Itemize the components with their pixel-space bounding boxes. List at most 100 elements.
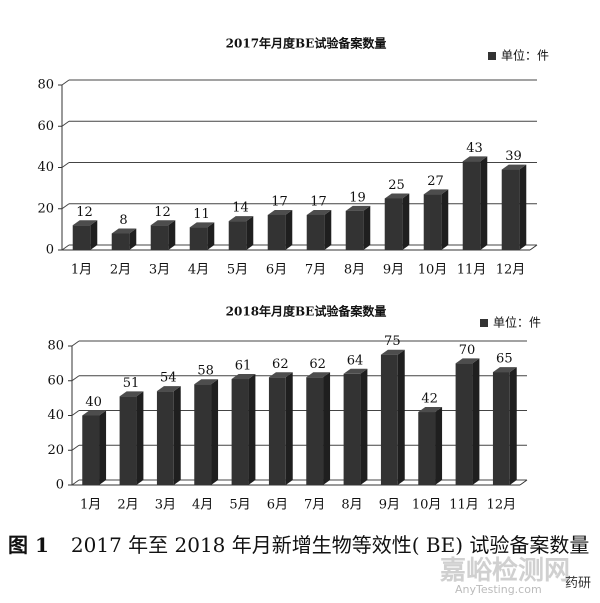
data-label: 12 [154,205,171,220]
bar-top [380,349,405,355]
grid-depth [71,479,80,486]
watermark-site: 嘉峪检测网 [440,556,571,586]
x-tick-label: 9月 [383,263,404,278]
bar [228,221,247,250]
bar-side [397,349,405,485]
bar [306,214,325,250]
bar [423,194,442,250]
floor-edge [529,244,538,251]
bar-top [306,372,331,378]
bar [189,227,208,250]
data-label: 17 [310,194,327,209]
x-tick-label: 2月 [110,263,131,278]
y-tick-label: 80 [37,78,54,93]
bar-top [72,220,98,226]
data-label: 64 [347,353,364,368]
bar-side [99,410,107,485]
y-tick-label: 20 [37,201,54,216]
legend-label: 单位：件 [493,315,541,330]
bar-side [248,374,256,485]
grid-depth [61,120,70,127]
bar [268,377,286,485]
x-tick-label: 2月 [117,498,138,513]
bar-top [384,193,410,199]
bar-side [173,386,181,485]
grid-depth [71,375,80,382]
bar-side [285,372,293,485]
x-tick-label: 5月 [227,263,248,278]
bar-top [423,189,449,195]
data-label: 75 [384,334,401,349]
x-tick-label: 8月 [341,498,362,513]
bar-side [129,228,137,250]
bar-side [402,193,410,250]
data-label: 14 [232,201,249,216]
bar-top [119,391,144,397]
data-label: 42 [421,392,438,407]
bar-top [156,386,181,392]
bar [455,363,473,485]
grid-depth [61,162,70,168]
bar-side [441,189,449,250]
bar-side [324,209,332,250]
y-tick-label: 0 [56,478,64,493]
x-tick-label: 10月 [412,498,442,513]
legend-swatch [480,319,488,327]
y-tick-label: 60 [47,373,64,388]
data-label: 39 [505,149,522,164]
x-tick-label: 6月 [266,263,287,278]
watermark-account: 药研 [565,576,592,591]
grid-depth [71,410,80,416]
y-tick-label: 60 [37,119,54,134]
data-label: 27 [427,174,444,189]
x-tick-label: 4月 [188,263,209,278]
bar [501,169,520,250]
data-label: 51 [123,376,140,391]
bar-side [207,222,215,250]
data-label: 70 [459,343,476,358]
legend-swatch [488,52,496,60]
caption: 图 1 2017 年至 2018 年月新增生物等效性( BE) 试验备案数量 [8,528,596,562]
bar [156,391,174,485]
x-tick-label: 1月 [71,263,92,278]
watermark-url: AnyTesting.com [455,583,542,596]
data-label: 58 [197,364,214,379]
bar [72,225,91,250]
grid-depth [61,203,70,210]
x-tick-label: 3月 [149,263,170,278]
bar-top [462,156,488,162]
x-tick-label: 12月 [487,498,517,513]
bar-side [323,372,331,485]
bar-side [90,220,98,250]
bar-side [136,391,144,485]
y-tick-label: 0 [46,243,54,258]
caption-label: 图 1 [8,533,49,557]
x-tick-label: 12月 [496,263,526,278]
bar-top [194,379,219,385]
bar [150,225,169,250]
x-tick-label: 1月 [80,498,101,513]
data-label: 17 [271,194,288,209]
data-label: 43 [466,141,483,156]
y-tick-label: 40 [37,160,54,175]
bar-top [492,367,517,373]
bar-side [363,205,371,250]
bar [267,214,286,250]
bar-side [360,368,368,485]
data-label: 61 [235,359,252,374]
bar-top [111,228,137,234]
grid-depth [61,244,70,251]
bar-top [501,164,527,170]
data-label: 40 [85,395,102,410]
bar-top [268,372,293,378]
bar-side [519,164,527,250]
caption-text: 2017 年至 2018 年月新增生物等效性( BE) 试验备案数量 [70,533,590,557]
x-tick-label: 7月 [304,498,325,513]
bar-side [211,379,219,485]
bar-top [267,209,293,215]
bar-top [306,209,332,215]
x-tick-label: 8月 [344,263,365,278]
x-tick-label: 10月 [418,263,448,278]
floor-edge [519,479,528,486]
chart-title: 2018年月度BE试验备案数量 [226,304,387,319]
